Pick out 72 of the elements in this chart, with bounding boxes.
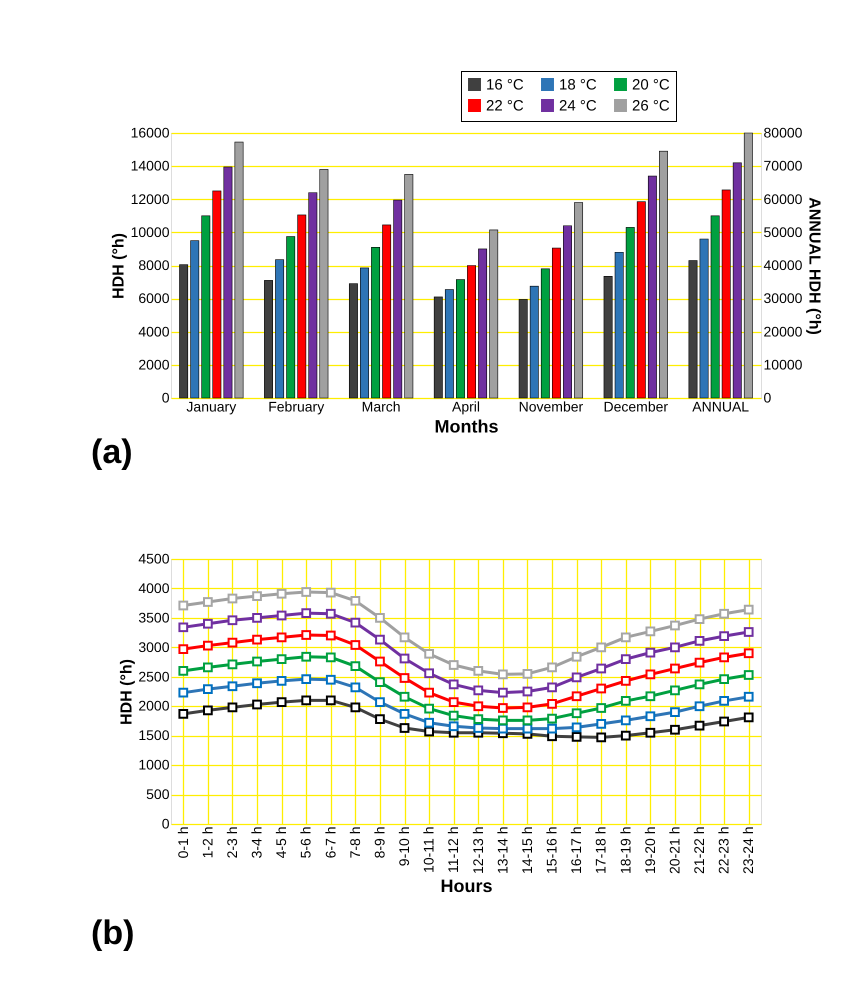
y2-tick-label: 10000 <box>764 356 803 372</box>
y2-axis-title: ANNUAL HDH (°h) <box>805 197 822 335</box>
y-axis-title: HDH (°h) <box>110 233 128 299</box>
y2-tick-label: 60000 <box>764 190 803 207</box>
y-tick-label: 4500 <box>138 550 170 566</box>
y2-tick-label: 20000 <box>764 323 803 340</box>
legend-label: 16 °C <box>486 76 524 94</box>
x-tick-label: 14-15 h <box>518 826 535 874</box>
x-tick-label: 23-24 h <box>740 826 756 874</box>
y-tick-label: 4000 <box>138 323 170 340</box>
x-tick-label: 18-19 h <box>617 826 634 874</box>
y2-tick-label: 40000 <box>764 257 803 273</box>
x-axis-title: Hours <box>440 876 493 896</box>
x-tick-label: 19-20 h <box>642 826 658 874</box>
x-tick-label: 22-23 h <box>716 826 732 874</box>
x-tick-label: 0-1 h <box>174 826 191 858</box>
y-tick-label: 1500 <box>138 727 170 744</box>
x-tick-label: 4-5 h <box>273 826 290 858</box>
y-tick-label: 2000 <box>138 356 170 372</box>
y-tick-label: 4000 <box>138 580 170 596</box>
x-tick-label: 21-22 h <box>691 826 708 874</box>
x-tick-label: 1-2 h <box>199 826 216 858</box>
x-axis-title: Months <box>434 416 498 436</box>
legend-label: 18 °C <box>559 76 597 94</box>
x-tick-label: 11-12 h <box>445 826 462 873</box>
y-tick-label: 3500 <box>138 609 170 626</box>
x-tick-label: 15-16 h <box>544 826 560 874</box>
y2-tick-label: 0 <box>764 390 772 406</box>
x-tick-label: 16-17 h <box>568 826 584 874</box>
y-tick-label: 1000 <box>138 756 170 773</box>
x-tick-label: ANNUAL <box>692 398 750 414</box>
x-tick-label: December <box>603 398 668 414</box>
x-tick-label: 9-10 h <box>396 826 412 866</box>
y-tick-label: 12000 <box>130 190 170 207</box>
legend-label: 22 °C <box>486 98 524 114</box>
y2-tick-label: 50000 <box>764 224 803 240</box>
legend-label: 26 °C <box>632 98 670 114</box>
x-tick-label: 10-11 h <box>420 826 437 873</box>
x-tick-label: February <box>268 398 324 414</box>
y2-tick-label: 80000 <box>764 124 803 140</box>
x-tick-label: 2-3 h <box>224 826 240 858</box>
y-tick-label: 2000 <box>138 698 170 714</box>
y2-tick-label: 70000 <box>764 158 803 174</box>
x-tick-label: March <box>362 398 401 414</box>
y-tick-label: 2500 <box>138 668 170 684</box>
x-tick-label: April <box>452 398 480 414</box>
x-tick-label: 3-4 h <box>248 826 265 858</box>
y-tick-label: 14000 <box>130 158 170 174</box>
y-tick-label: 8000 <box>138 257 170 273</box>
text: (a) <box>91 433 133 471</box>
legend-label: 20 °C <box>632 76 670 94</box>
x-tick-label: November <box>518 398 584 414</box>
x-tick-label: January <box>186 398 236 414</box>
x-tick-label: 7-8 h <box>346 826 363 858</box>
y-tick-label: 6000 <box>138 290 170 306</box>
x-tick-label: 6-7 h <box>322 826 338 858</box>
y-tick-label: 0 <box>162 390 170 406</box>
y-axis-title: HDH (°h) <box>118 659 136 725</box>
x-tick-label: 17-18 h <box>592 826 609 874</box>
y-tick-label: 0 <box>162 816 170 832</box>
y2-tick-label: 30000 <box>764 290 803 306</box>
x-tick-label: 8-9 h <box>371 826 388 858</box>
x-tick-label: 12-13 h <box>470 826 486 874</box>
text: (b) <box>91 914 134 952</box>
x-tick-label: 20-21 h <box>666 826 682 874</box>
y-tick-label: 500 <box>146 786 170 802</box>
y-tick-label: 16000 <box>130 124 170 140</box>
x-tick-label: 5-6 h <box>298 826 314 858</box>
y-tick-label: 10000 <box>130 224 170 240</box>
legend-label: 24 °C <box>559 98 597 114</box>
x-tick-label: 13-14 h <box>494 826 510 874</box>
y-tick-label: 3000 <box>138 638 170 655</box>
